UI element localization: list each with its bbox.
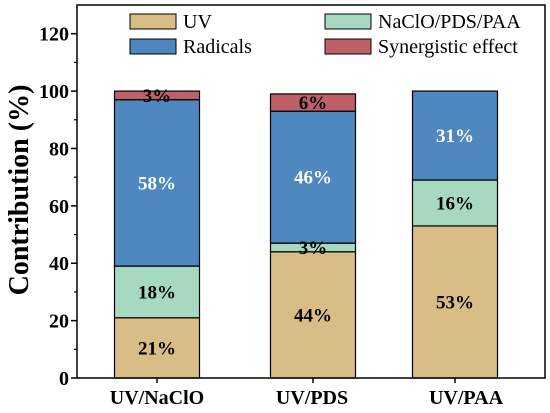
legend-swatch-radicals: [129, 38, 177, 55]
y-tick-label-100: 100: [39, 81, 69, 103]
legend-swatch-naclo-pds-paa: [324, 13, 372, 30]
x-tick-label-uv-naclo: UV/NaClO: [110, 387, 204, 409]
y-tick-label-20: 20: [49, 311, 69, 333]
bar-label-uv-uv-pds: 44%: [294, 305, 332, 326]
legend-label-radicals: Radicals: [183, 36, 252, 58]
plot-frame: [76, 4, 546, 379]
bar-radicals-uv-naclo: [113, 99, 201, 267]
bar-label-uv-uv-paa: 53%: [436, 292, 474, 313]
bar-synergistic-effect-uv-naclo: [113, 90, 201, 101]
bar-label-uv-uv-naclo: 21%: [138, 338, 176, 359]
x-axis: UV/NaClO UV/PDS UV/PAA: [110, 378, 504, 409]
y-tick-label-120: 120: [39, 24, 69, 46]
y-axis: 0 20 40 60 80 100 120: [39, 24, 77, 390]
legend-label-synergistic-effect: Synergistic effect: [378, 36, 518, 58]
bar-uv-uv-paa: [411, 225, 499, 379]
legend: UV NaClO/PDS/PAA Radicals Synergistic effec…: [129, 11, 521, 58]
bar-label-radicals-uv-pds: 46%: [294, 168, 332, 189]
bar-label-naclo-pds-paa-uv-pds: 3%: [299, 238, 328, 259]
legend-label-naclo-pds-paa: NaClO/PDS/PAA: [378, 11, 521, 33]
bar-uv-uv-naclo: [113, 317, 201, 379]
y-axis-title: Contribution (%): [4, 85, 35, 296]
bar-label-radicals-uv-naclo: 58%: [138, 173, 176, 194]
y-tick-label-80: 80: [49, 138, 69, 160]
bar-label-group: 21% 18% 58% 3% 44% 3% 46% 6% 53% 16% 31%: [138, 86, 474, 359]
bar-label-radicals-uv-paa: 31%: [436, 126, 474, 147]
legend-label-uv: UV: [183, 11, 212, 33]
bar-label-synergistic-effect-uv-pds: 6%: [299, 93, 328, 114]
x-tick-label-uv-pds: UV/PDS: [276, 387, 348, 409]
bar-group: [113, 90, 499, 379]
bar-radicals-uv-paa: [411, 90, 499, 181]
bar-label-naclo-pds-paa-uv-naclo: 18%: [138, 282, 176, 303]
legend-swatch-synergistic-effect: [324, 38, 372, 55]
bar-label-synergistic-effect-uv-naclo: 3%: [143, 86, 172, 107]
x-tick-label-uv-paa: UV/PAA: [429, 387, 504, 409]
bar-synergistic-effect-uv-pds: [269, 93, 357, 112]
y-tick-label-40: 40: [49, 253, 69, 275]
y-tick-label-60: 60: [49, 196, 69, 218]
bar-naclo-pds-paa-uv-paa: [411, 179, 499, 227]
bar-radicals-uv-pds: [269, 110, 357, 244]
bar-label-naclo-pds-paa-uv-paa: 16%: [436, 193, 474, 214]
legend-swatch-uv: [129, 13, 177, 30]
y-tick-label-0: 0: [59, 368, 69, 390]
